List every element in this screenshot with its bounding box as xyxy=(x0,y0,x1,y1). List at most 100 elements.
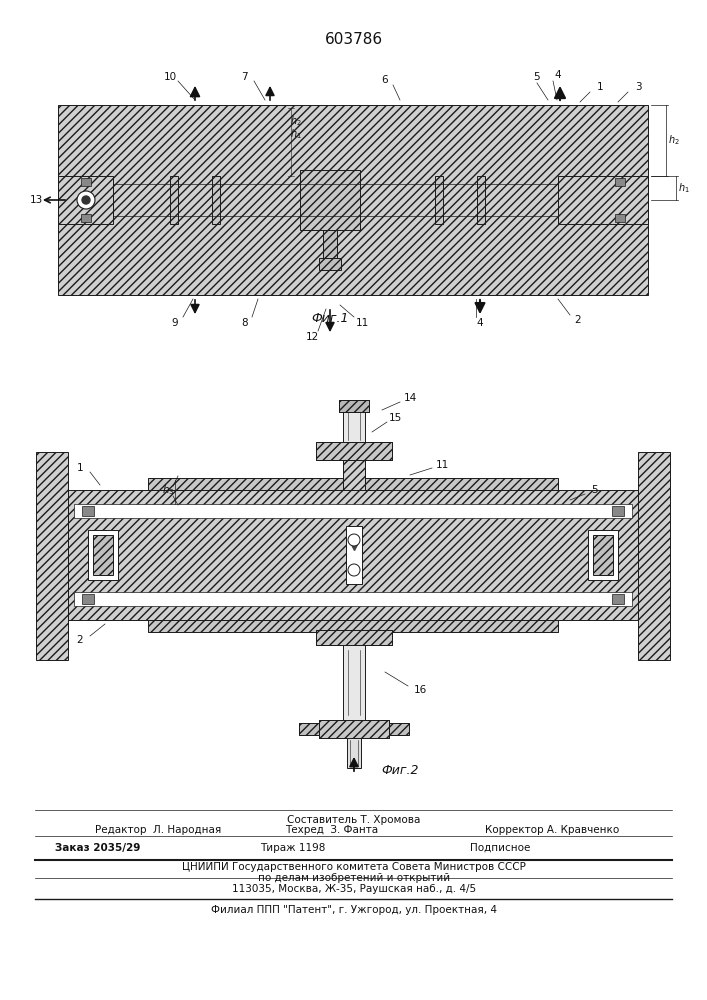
Bar xyxy=(435,176,485,224)
Text: 113035, Москва, Ж-35, Раушская наб., д. 4/5: 113035, Москва, Ж-35, Раушская наб., д. … xyxy=(232,884,476,894)
Bar xyxy=(319,258,341,270)
Text: ЦНИИПИ Государственного комитета Совета Министров СССР: ЦНИИПИ Государственного комитета Совета … xyxy=(182,862,526,872)
Text: 11: 11 xyxy=(436,460,449,470)
Text: 6: 6 xyxy=(382,75,388,85)
Bar xyxy=(308,182,352,218)
Bar xyxy=(588,530,618,580)
Bar xyxy=(316,442,392,460)
Bar xyxy=(593,535,613,575)
Text: 4: 4 xyxy=(477,318,484,328)
Bar xyxy=(185,186,205,214)
Text: Филиал ППП "Патент", г. Ужгород, ул. Проектная, 4: Филиал ППП "Патент", г. Ужгород, ул. Про… xyxy=(211,905,497,915)
Bar xyxy=(316,630,392,645)
Text: 16: 16 xyxy=(414,685,426,695)
Text: 2: 2 xyxy=(76,635,83,645)
Text: 13: 13 xyxy=(30,195,42,205)
Bar xyxy=(323,230,337,258)
Text: Корректор А. Кравченко: Корректор А. Кравченко xyxy=(485,825,619,835)
Text: Фиг.2: Фиг.2 xyxy=(381,764,419,776)
Text: 5: 5 xyxy=(534,72,540,82)
Bar xyxy=(68,490,638,620)
Bar xyxy=(36,452,68,660)
Text: по делам изобретений и открытий: по делам изобретений и открытий xyxy=(258,873,450,883)
Bar xyxy=(615,214,625,222)
Bar xyxy=(319,258,341,270)
Text: 12: 12 xyxy=(305,332,319,342)
Bar xyxy=(343,460,365,490)
Text: $h_3$: $h_3$ xyxy=(162,483,175,497)
Text: Фиг.1: Фиг.1 xyxy=(311,312,349,324)
Text: Техред  З. Фанта: Техред З. Фанта xyxy=(285,825,378,835)
Bar xyxy=(148,478,558,490)
Bar xyxy=(319,720,389,738)
Bar xyxy=(316,630,392,645)
Bar xyxy=(389,723,409,735)
Bar xyxy=(638,452,670,660)
Text: $h_2$: $h_2$ xyxy=(668,134,680,147)
Bar xyxy=(300,170,360,230)
Bar xyxy=(339,400,369,412)
Bar xyxy=(343,460,365,490)
Bar xyxy=(615,178,625,186)
Bar xyxy=(558,176,648,224)
Text: $h_2$: $h_2$ xyxy=(290,114,302,128)
Bar xyxy=(93,535,113,575)
Bar xyxy=(170,176,178,224)
Bar xyxy=(113,176,558,224)
Text: 1: 1 xyxy=(597,82,603,92)
Bar xyxy=(74,592,632,606)
Text: 3: 3 xyxy=(635,82,641,92)
Bar xyxy=(347,738,361,768)
Bar xyxy=(212,176,220,224)
Text: 9: 9 xyxy=(172,318,178,328)
Bar xyxy=(323,230,337,258)
Text: $h_1$: $h_1$ xyxy=(290,127,302,141)
Bar xyxy=(81,178,91,186)
Bar xyxy=(339,400,369,412)
Text: 8: 8 xyxy=(242,318,248,328)
Bar xyxy=(435,176,443,224)
Text: $h_1$: $h_1$ xyxy=(678,181,690,195)
Bar xyxy=(148,620,558,632)
Bar xyxy=(389,723,409,735)
Bar xyxy=(319,720,389,738)
Bar xyxy=(343,645,365,720)
Text: 14: 14 xyxy=(404,393,416,403)
Bar xyxy=(477,176,485,224)
Bar xyxy=(82,506,94,516)
Text: 4: 4 xyxy=(555,70,561,80)
Text: 1: 1 xyxy=(76,463,83,473)
Text: Подписное: Подписное xyxy=(470,843,530,853)
Text: 15: 15 xyxy=(388,413,402,423)
Text: 11: 11 xyxy=(356,318,368,328)
Circle shape xyxy=(77,191,95,209)
Circle shape xyxy=(348,534,360,546)
Bar xyxy=(58,176,113,224)
Bar xyxy=(74,504,632,518)
Text: 603786: 603786 xyxy=(325,32,383,47)
Bar xyxy=(58,105,648,295)
Bar xyxy=(612,506,624,516)
Text: 10: 10 xyxy=(163,72,177,82)
Text: 7: 7 xyxy=(240,72,247,82)
Bar xyxy=(612,594,624,604)
Text: 5: 5 xyxy=(592,485,598,495)
Bar xyxy=(170,176,220,224)
Bar xyxy=(299,723,319,735)
Circle shape xyxy=(348,564,360,576)
Bar xyxy=(346,526,362,584)
Bar xyxy=(450,186,470,214)
Bar xyxy=(82,594,94,604)
Bar xyxy=(316,442,392,460)
Text: Редактор  Л. Народная: Редактор Л. Народная xyxy=(95,825,221,835)
Bar xyxy=(81,214,91,222)
Bar xyxy=(148,522,558,588)
Text: Заказ 2035/29: Заказ 2035/29 xyxy=(55,843,141,853)
Circle shape xyxy=(82,196,90,204)
Bar xyxy=(343,400,365,442)
Text: Составитель Т. Хромова: Составитель Т. Хромова xyxy=(287,815,421,825)
Text: Тираж 1198: Тираж 1198 xyxy=(260,843,325,853)
Bar xyxy=(88,530,118,580)
Text: 2: 2 xyxy=(575,315,581,325)
Bar xyxy=(299,723,319,735)
